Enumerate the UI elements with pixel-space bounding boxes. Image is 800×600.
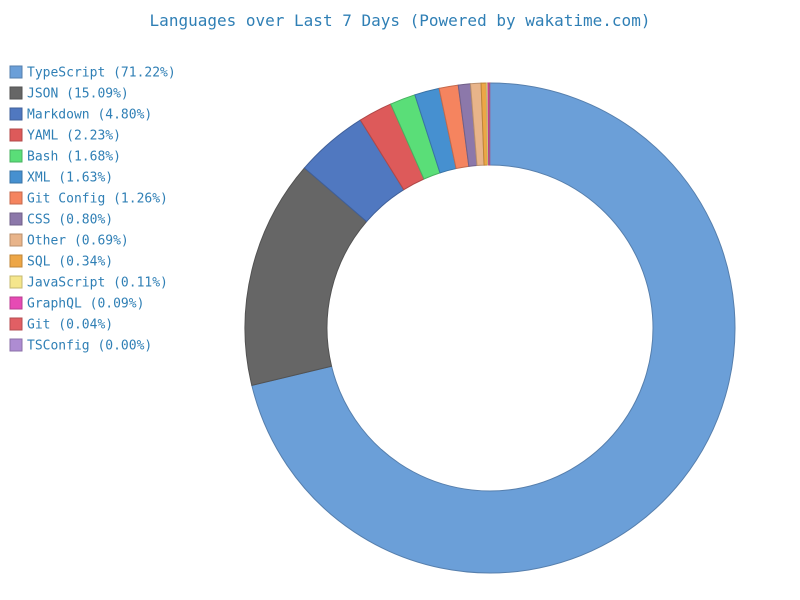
- legend-swatch: [9, 317, 23, 331]
- legend-item-css: CSS (0.80%): [9, 212, 113, 228]
- legend-swatch: [9, 296, 23, 310]
- legend-label: JavaScript (0.11%): [27, 276, 168, 291]
- legend-label: YAML (2.23%): [27, 129, 121, 144]
- legend-label: SQL (0.34%): [27, 255, 113, 270]
- legend-swatch: [9, 275, 23, 289]
- legend-item-graphql: GraphQL (0.09%): [9, 296, 144, 312]
- legend-label: Bash (1.68%): [27, 150, 121, 165]
- legend-item-bash: Bash (1.68%): [9, 149, 121, 165]
- legend-swatch: [9, 65, 23, 79]
- legend-item-markdown: Markdown (4.80%): [9, 107, 152, 123]
- legend-label: Markdown (4.80%): [27, 108, 152, 123]
- legend-label: TypeScript (71.22%): [27, 66, 176, 81]
- legend-label: JSON (15.09%): [27, 87, 129, 102]
- legend-label: CSS (0.80%): [27, 213, 113, 228]
- slice-typescript: [251, 82, 736, 574]
- legend-item-xml: XML (1.63%): [9, 170, 113, 186]
- legend-swatch: [9, 86, 23, 100]
- legend-swatch: [9, 338, 23, 352]
- legend-label: GraphQL (0.09%): [27, 297, 144, 312]
- legend: TypeScript (71.22%) JSON (15.09%) Markdown…: [9, 65, 176, 354]
- legend-label: TSConfig (0.00%): [27, 339, 152, 354]
- legend-item-other: Other (0.69%): [9, 233, 129, 249]
- legend-swatch: [9, 170, 23, 184]
- chart-title: Languages over Last 7 Days (Powered by w…: [150, 11, 651, 30]
- legend-label: Git (0.04%): [27, 318, 113, 333]
- legend-item-typescript: TypeScript (71.22%): [9, 65, 176, 81]
- legend-item-tsconfig: TSConfig (0.00%): [9, 338, 152, 354]
- legend-swatch: [9, 212, 23, 226]
- legend-swatch: [9, 149, 23, 163]
- legend-item-yaml: YAML (2.23%): [9, 128, 121, 144]
- legend-label: Other (0.69%): [27, 234, 129, 249]
- legend-swatch: [9, 233, 23, 247]
- legend-swatch: [9, 107, 23, 121]
- legend-item-javascript: JavaScript (0.11%): [9, 275, 168, 291]
- legend-label: Git Config (1.26%): [27, 192, 168, 207]
- legend-swatch: [9, 128, 23, 142]
- legend-item-git-config: Git Config (1.26%): [9, 191, 168, 207]
- legend-label: XML (1.63%): [27, 171, 113, 186]
- legend-item-json: JSON (15.09%): [9, 86, 129, 102]
- legend-item-git: Git (0.04%): [9, 317, 113, 333]
- donut-slices: [244, 82, 736, 574]
- legend-item-sql: SQL (0.34%): [9, 254, 113, 270]
- legend-swatch: [9, 254, 23, 268]
- legend-swatch: [9, 191, 23, 205]
